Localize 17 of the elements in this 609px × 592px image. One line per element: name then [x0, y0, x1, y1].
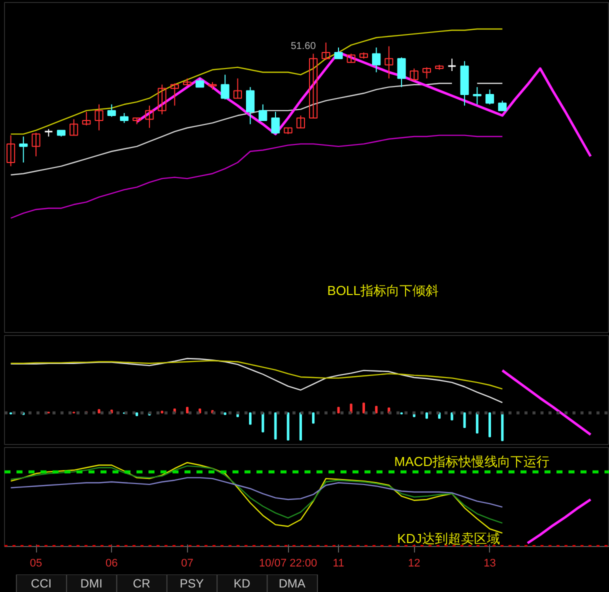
x-tick-label: 11 — [332, 558, 344, 570]
x-tick-label: 07 — [181, 558, 194, 570]
annotation: 51.60 — [290, 41, 316, 52]
text: KD — [234, 576, 251, 590]
x-tick-label: 12 — [408, 558, 420, 570]
annotation: MACD指标快慢线向下运行 — [394, 454, 550, 469]
x-tick-label: 10/07 22:00 — [259, 558, 318, 570]
text: CCI — [30, 576, 52, 590]
x-tick-label: 05 — [30, 558, 42, 570]
x-tick-label: 13 — [484, 558, 496, 570]
text: PSY — [180, 576, 204, 590]
text: CR — [132, 576, 151, 590]
text: BOLL指标向下倾斜 — [327, 282, 439, 298]
text: DMA — [278, 576, 306, 590]
text: DMI — [80, 576, 102, 590]
annotation: KDJ达到超卖区域 — [397, 531, 500, 546]
x-tick-label: 06 — [106, 558, 118, 570]
